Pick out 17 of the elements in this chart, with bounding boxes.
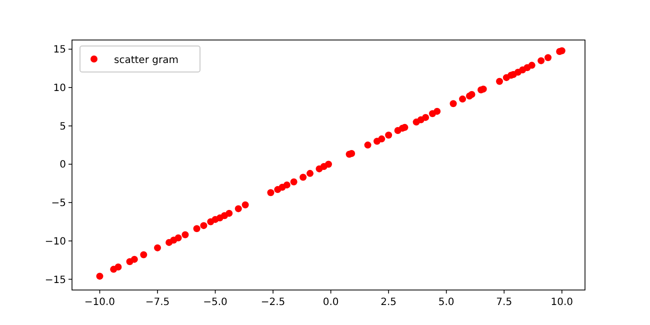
x-tick-label: −7.5 xyxy=(145,297,170,308)
x-tick-label: 2.5 xyxy=(380,297,397,308)
x-tick-label: 5.0 xyxy=(438,297,454,308)
x-tick-label: −2.5 xyxy=(260,297,286,308)
x-tick-label: 10.0 xyxy=(550,297,574,308)
y-tick-label: 15 xyxy=(53,44,66,56)
y-tick-label: 5 xyxy=(60,121,66,132)
y-tick-label: 10 xyxy=(53,83,66,94)
y-tick-label: 0 xyxy=(60,160,66,171)
x-tick-label: −10.0 xyxy=(84,297,116,308)
legend-label: scatter gram xyxy=(114,55,178,66)
x-tick-label: 7.5 xyxy=(496,297,512,308)
y-tick-label: −5 xyxy=(51,198,66,210)
y-tick-label: −15 xyxy=(44,274,66,286)
x-tick-label: 0.0 xyxy=(322,297,339,308)
x-tick-label: −5.0 xyxy=(203,297,228,308)
y-tick-label: −10 xyxy=(44,236,66,248)
